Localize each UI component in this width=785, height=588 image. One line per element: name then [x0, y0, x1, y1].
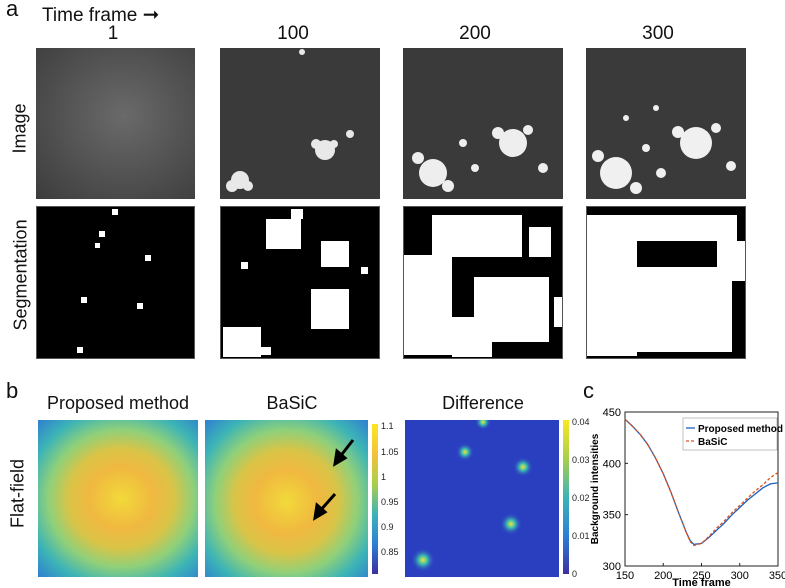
colorbar1-tick-1: 1: [381, 472, 387, 482]
legend-label: Proposed method: [698, 424, 783, 435]
colorbar2-tick-0-01: 0.01: [572, 531, 590, 541]
x-tick-label: 200: [654, 570, 672, 582]
column-header-100: 100: [277, 23, 309, 44]
colorbar2-tick-0-02: 0.02: [572, 493, 590, 503]
legend-box: [682, 417, 778, 451]
colorbar1-tick-0-85: 0.85: [381, 547, 399, 557]
segmentation-mask-frame-200: [403, 206, 563, 359]
cells-image-300: [592, 105, 736, 194]
difference-map: [405, 414, 559, 577]
title-basic: BaSiC: [266, 393, 318, 413]
column-header-1: 1: [107, 23, 119, 44]
difference-spots: [411, 414, 533, 572]
colorbar1-tick-0-9: 0.9: [381, 522, 394, 532]
cells-image-100: [226, 49, 354, 192]
series-line-basic: [624, 418, 779, 547]
segmentation-blobs-300: [587, 215, 745, 356]
legend-label: BaSiC: [698, 437, 727, 448]
colorbar2-tick-0-03: 0.03: [572, 455, 590, 465]
segmentation-blobs-100: [223, 209, 368, 357]
panel-c-letter: c: [583, 378, 594, 403]
segmentation-mask-frame-1: [36, 206, 195, 359]
segmentation-mask-frame-300: [586, 206, 746, 359]
y-tick-label: 400: [603, 458, 621, 470]
colorbar1-tick-0-95: 0.95: [381, 497, 399, 507]
panel-b-letter: b: [6, 378, 19, 403]
y-tick-label: 450: [603, 407, 621, 419]
column-header-300: 300: [642, 23, 674, 44]
title-proposed-method: Proposed method: [46, 393, 190, 413]
basic-arrows: [313, 439, 355, 521]
x-tick-label: 250: [692, 570, 710, 582]
colorbar-flat-field: [372, 424, 378, 574]
colorbar-difference: [563, 420, 569, 574]
colorbar1-tick-1-05: 1.05: [381, 447, 399, 457]
microscopy-image-frame-200: [403, 48, 563, 199]
segmentation-blobs-1: [77, 209, 151, 353]
x-tick-label: 150: [616, 570, 634, 582]
right-arrow-icon: ➞: [142, 4, 160, 26]
microscopy-image-frame-100: [220, 48, 380, 199]
row-label-image: Image: [9, 103, 30, 154]
panel-a-letter: a: [6, 0, 19, 21]
x-axis-label: Time frame: [672, 577, 731, 588]
row-label-segmentation: Segmentation: [10, 219, 31, 331]
y-tick-label: 350: [603, 510, 621, 522]
segmentation-blobs-200: [404, 215, 562, 357]
flat-field-basic: [205, 420, 368, 577]
segmentation-mask-frame-100: [220, 206, 380, 359]
colorbar1-tick-1-1: 1.1: [381, 421, 394, 431]
row-label-flat-field: Flat-field: [7, 458, 28, 529]
x-tick-label: 300: [731, 570, 749, 582]
column-header-200: 200: [459, 23, 491, 44]
x-tick-label: 350: [769, 570, 785, 582]
colorbar2-tick-0: 0: [572, 569, 578, 579]
y-axis-label: Background intensities: [590, 433, 601, 544]
microscopy-image-frame-1: [36, 48, 195, 199]
flat-field-proposed: [38, 420, 198, 577]
colorbar2-tick-0-04: 0.04: [572, 417, 590, 427]
time-frame-text: Time frame: [42, 5, 138, 26]
microscopy-image-frame-300: [586, 48, 746, 199]
y-tick-label: 300: [603, 561, 621, 573]
title-difference: Difference: [442, 393, 524, 413]
cells-image-200: [412, 125, 548, 192]
time-frame-label: Time frame ➞: [42, 2, 159, 27]
